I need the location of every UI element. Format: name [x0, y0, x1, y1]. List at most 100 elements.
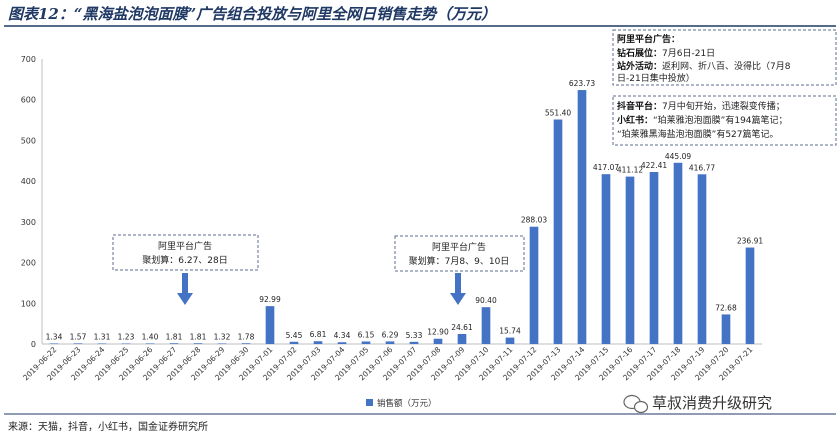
- chart-title: 图表12：“黑海盐泡泡面膜”广告组合投放与阿里全网日销售走势（万元）: [8, 5, 496, 23]
- data-label: 1.40: [142, 332, 159, 341]
- bar: [697, 174, 707, 344]
- annotation-line: 日-21日集中投放）: [617, 72, 695, 84]
- data-label: 1.78: [238, 332, 255, 341]
- annotation-line: 小红书：“珀莱雅泡泡面膜”有194篇笔记；: [616, 114, 788, 126]
- bar: [121, 343, 131, 344]
- data-label: 72.68: [715, 303, 737, 312]
- bar: [49, 343, 59, 344]
- annotation-juhuasuan-june: 阿里平台广告 聚划算：6.27、28日: [112, 234, 259, 271]
- data-label: 411.12: [617, 166, 643, 175]
- annotation-box: [612, 29, 837, 86]
- annotation-line: 阿里平台广告: [158, 240, 212, 252]
- annotation-line: 抖音平台：7月中旬开始，迅速裂变传播；: [617, 100, 785, 112]
- bar: [505, 337, 515, 344]
- bar: [193, 343, 203, 344]
- annotation-line: 阿里平台广告：: [617, 33, 680, 45]
- legend-swatch: [366, 399, 373, 406]
- source-note: 来源：天猫，抖音，小红书，国金证券研究所: [8, 420, 208, 433]
- data-label: 1.31: [94, 332, 111, 341]
- data-label: 6.29: [382, 330, 399, 339]
- data-labels: 1.34 1.57 1.31 1.23 1.40 1.81 1.81 1.32 1.78 92.9…: [46, 79, 764, 341]
- data-label: 551.40: [545, 109, 571, 118]
- y-tick-label: 200: [21, 259, 36, 268]
- legend-label: 销售额（万元）: [377, 398, 437, 409]
- y-tick-label: 100: [21, 299, 36, 308]
- data-label: 416.77: [689, 163, 715, 172]
- annotation-line: 站外活动：返利网、折八百、没得比（7月8: [617, 60, 791, 72]
- bar: [601, 174, 611, 344]
- data-label: 623.73: [569, 79, 595, 88]
- y-tick-label: 0: [31, 340, 36, 349]
- annotation-line: 聚划算：6.27、28日: [142, 254, 228, 266]
- annotation-marketing-channels: 阿里平台广告： 钻石展位：7月6日-21日 站外活动：返利网、折八百、没得比（7…: [612, 29, 837, 86]
- data-label: 5.45: [286, 331, 303, 340]
- x-tick-labels: 2019-06-222019-06-232019-06-242019-06-25…: [21, 345, 754, 382]
- y-tick-labels: 0 100 200 300 400 500 600 700: [21, 55, 36, 349]
- bar: [313, 341, 323, 344]
- data-label: 6.81: [310, 330, 327, 339]
- data-label: 445.09: [665, 152, 691, 161]
- bar: [73, 343, 83, 344]
- bar: [289, 341, 299, 344]
- data-label: 5.33: [406, 331, 423, 340]
- data-label: 4.34: [334, 331, 351, 340]
- data-label: 288.03: [521, 216, 547, 225]
- down-arrow-icon: [177, 273, 193, 305]
- y-tick-label: 700: [21, 55, 36, 64]
- y-tick-label: 600: [21, 96, 36, 105]
- annotation-box: [394, 235, 525, 272]
- y-tick-label: 300: [21, 218, 36, 227]
- annotation-juhuasuan-july: 阿里平台广告 聚划算：7月8、9、10日: [394, 235, 525, 272]
- bar: [169, 343, 179, 344]
- watermark-text: 草叔消费升级研究: [652, 394, 772, 412]
- bar: [673, 162, 683, 344]
- bar: [337, 342, 347, 344]
- data-label: 236.91: [737, 237, 763, 246]
- data-label: 1.32: [214, 332, 231, 341]
- data-label: 422.41: [641, 161, 667, 170]
- bar: [721, 314, 731, 344]
- annotation-box: [112, 234, 259, 271]
- data-label: 15.74: [499, 327, 521, 336]
- data-label: 92.99: [259, 295, 281, 304]
- data-label: 90.40: [475, 296, 497, 305]
- data-label: 1.81: [190, 332, 207, 341]
- bar: [361, 341, 371, 344]
- wechat-icon: [623, 394, 649, 414]
- y-tick-label: 500: [21, 136, 36, 145]
- bar: [409, 341, 419, 344]
- bar: [385, 341, 395, 344]
- data-label: 24.61: [451, 323, 473, 332]
- bar: [241, 343, 251, 344]
- annotation-line: 阿里平台广告: [432, 241, 486, 253]
- annotation-box: [612, 95, 837, 146]
- y-tick-label: 400: [21, 177, 36, 186]
- bar: [481, 307, 491, 344]
- bar: [529, 226, 539, 344]
- bar: [217, 343, 227, 344]
- bar: [145, 343, 155, 344]
- data-label: 1.23: [118, 332, 135, 341]
- data-label: 1.81: [166, 332, 183, 341]
- bar: [433, 338, 443, 344]
- bar: [577, 90, 587, 344]
- annotation-line: “珀莱雅黑海盐泡泡面膜”有527篇笔记。: [617, 128, 779, 140]
- bar-series: [49, 90, 755, 344]
- data-label: 417.07: [593, 163, 619, 172]
- data-label: 1.57: [70, 332, 87, 341]
- legend: 销售额（万元）: [366, 398, 437, 409]
- annotation-social-media: 抖音平台：7月中旬开始，迅速裂变传播； 小红书：“珀莱雅泡泡面膜”有194篇笔记…: [612, 95, 837, 146]
- bar: [265, 306, 275, 344]
- annotation-line: 聚划算：7月8、9、10日: [409, 255, 510, 267]
- data-label: 1.34: [46, 332, 63, 341]
- bar: [553, 119, 563, 344]
- bar: [97, 343, 107, 344]
- data-label: 12.90: [427, 328, 449, 337]
- annotation-line: 钻石展位：7月6日-21日: [617, 47, 715, 59]
- bar: [457, 333, 467, 344]
- down-arrow-icon: [450, 273, 466, 305]
- bar: [649, 172, 659, 344]
- bar: [745, 247, 755, 344]
- bar: [625, 176, 635, 344]
